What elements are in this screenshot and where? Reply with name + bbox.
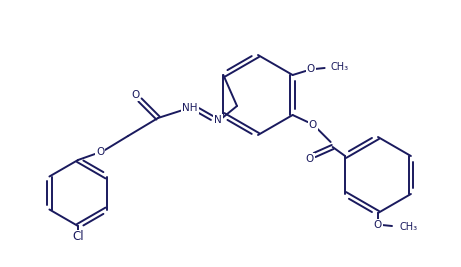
- Text: CH₃: CH₃: [331, 62, 349, 72]
- Text: Cl: Cl: [72, 230, 84, 244]
- Text: N: N: [214, 115, 222, 125]
- Text: O: O: [374, 220, 382, 230]
- Text: CH₃: CH₃: [400, 222, 418, 232]
- Text: O: O: [307, 64, 315, 74]
- Text: O: O: [96, 147, 104, 157]
- Text: O: O: [308, 120, 317, 130]
- Text: NH: NH: [182, 103, 198, 113]
- Text: O: O: [131, 90, 139, 100]
- Text: O: O: [306, 154, 314, 164]
